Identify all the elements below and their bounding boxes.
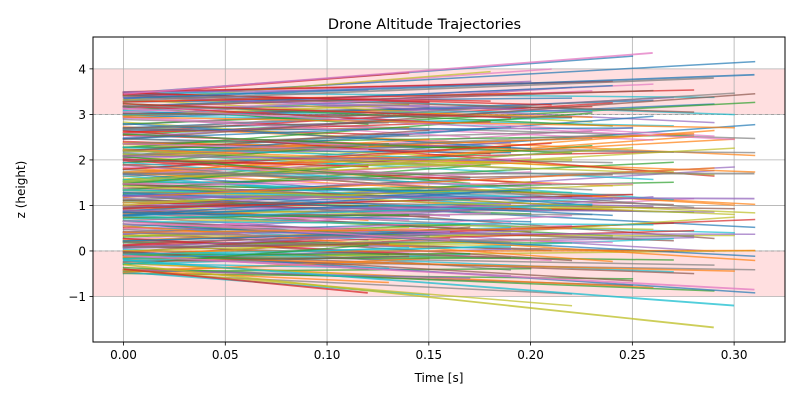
trajectory-line-242 [122,133,573,154]
trajectory-line-288 [122,184,634,204]
highlighted-trajectory-8 [123,254,755,291]
highlighted-trajectory-2 [123,77,714,102]
trajectory-line-253 [122,142,552,170]
trajectory-line-291 [122,227,573,233]
y-tick-label-0: −1 [68,290,86,304]
trajectory-line-240 [122,205,369,217]
trajectory-line-270 [122,173,593,207]
trajectory-line-205 [122,94,695,113]
highlighted-trajectory-7 [123,195,755,200]
x-tick-label-0: 0.00 [110,348,137,362]
plot-area [92,36,786,343]
trajectory-line-239 [122,161,674,201]
trajectory-line-293 [122,103,512,119]
trajectory-line-260 [122,188,532,216]
trajectories [122,52,756,329]
x-tick-label-1: 0.05 [212,348,239,362]
y-axis-label: z (height) [14,161,28,219]
trajectory-line-231 [122,249,756,253]
trajectory-line-259 [122,189,471,201]
y-tick-label-2: 1 [78,199,86,213]
x-tick-label-2: 0.10 [314,348,341,362]
trajectory-line-295 [122,255,410,263]
trajectory-line-237 [122,232,430,239]
trajectory-line-297 [122,163,695,209]
trajectory-line-265 [122,89,654,108]
trajectory-line-247 [122,219,512,244]
trajectory-line-251 [122,129,715,175]
trajectory-line-180 [122,122,532,150]
trajectory-line-249 [122,220,654,226]
trajectory-line-281 [122,116,735,129]
trajectory-line-250 [122,230,450,242]
trajectory-line-244 [122,227,573,248]
trajectory-line-290 [122,128,369,140]
x-tick-label-4: 0.20 [517,348,544,362]
y-tick-label-4: 3 [78,108,86,122]
trajectory-line-298 [122,146,634,182]
trajectory-line-229 [122,146,471,160]
trajectory-line-256 [122,142,369,151]
x-axis: 0.00 0.05 0.10 0.15 0.20 0.25 0.30 [110,342,747,362]
axes-frame [92,36,786,343]
highlighted-trajectory-1 [123,73,755,100]
trajectory-line-101 [122,269,389,284]
x-axis-label: Time [s] [414,371,464,385]
y-tick-label-3: 2 [78,153,86,167]
trajectory-line-273 [122,158,369,168]
y-tick-label-1: 0 [78,244,86,258]
x-tick-label-3: 0.15 [415,348,442,362]
trajectory-line-150 [122,115,654,157]
x-tick-label-6: 0.30 [721,348,748,362]
highlighted-trajectory-3 [123,263,714,329]
trajectory-line-125 [122,230,573,262]
trajectory-line-255 [122,129,430,152]
trajectory-line-267 [122,133,613,157]
trajectory-line-219 [122,91,715,99]
trajectory-line-130 [122,191,450,213]
trajectory-line-217 [122,232,512,244]
highlighted-trajectory-5 [123,268,368,294]
trajectory-line-277 [122,234,695,249]
y-tick-label-5: 4 [78,62,86,76]
trajectory-line-218 [122,216,735,258]
trajectory-line-245 [122,250,634,282]
trajectory-line-285 [122,92,756,140]
trajectory-line-280 [122,211,532,223]
highlighted-trajectory-0 [123,52,653,95]
trajectory-line-276 [122,107,735,141]
chart-title: Drone Altitude Trajectories [328,17,521,33]
trajectory-line-201 [122,132,695,158]
trajectory-line-299 [122,203,593,220]
trajectory-line-248 [122,189,735,216]
y-axis: −1 0 1 2 3 4 [68,62,93,304]
trajectory-line-62 [122,134,695,145]
highlighted-trajectory-4 [123,259,735,307]
x-tick-label-5: 0.25 [619,348,646,362]
